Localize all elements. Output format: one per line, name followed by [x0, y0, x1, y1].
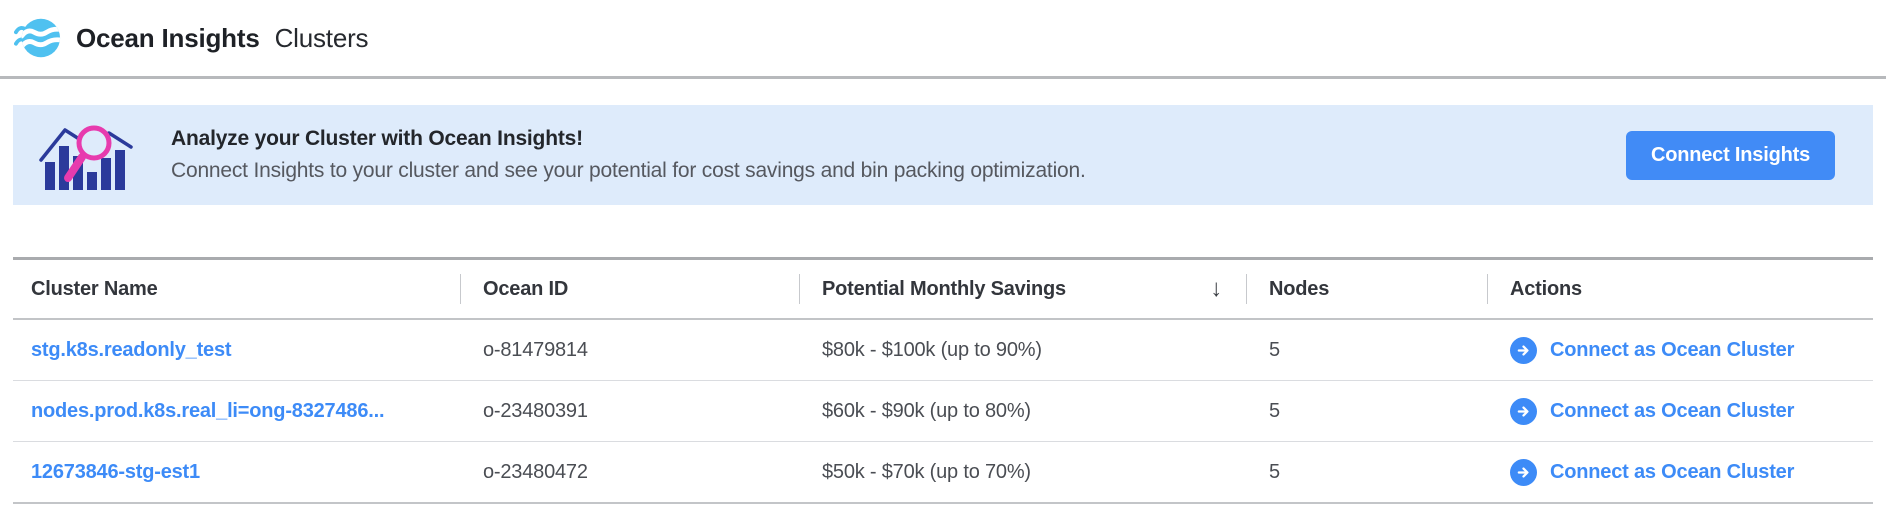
column-header-nodes[interactable]: Nodes [1246, 260, 1487, 320]
table-row: nodes.prod.k8s.real_li=ong-8327486... o-… [13, 380, 1873, 442]
column-header-label: Potential Monthly Savings [822, 277, 1066, 300]
table-row: 12673846-stg-est1 o-23480472 $50k - $70k… [13, 441, 1873, 502]
connect-insights-button[interactable]: Connect Insights [1625, 130, 1835, 180]
cluster-name-link[interactable]: 12673846-stg-est1 [31, 460, 200, 483]
chart-magnifier-icon [39, 125, 133, 190]
cluster-name-link[interactable]: nodes.prod.k8s.real_li=ong-8327486... [31, 399, 385, 422]
nodes-cell: 5 [1246, 441, 1487, 502]
savings-cell: $80k - $100k (up to 90%) [822, 338, 1042, 361]
nodes-cell: 5 [1269, 338, 1280, 361]
connect-as-ocean-cluster-button[interactable]: Connect as Ocean Cluster [1510, 397, 1795, 425]
column-header-actions[interactable]: Actions [1487, 260, 1873, 320]
sort-descending-icon[interactable]: ↓ [1210, 275, 1222, 302]
connect-as-ocean-cluster-button[interactable]: Connect as Ocean Cluster [1510, 336, 1795, 364]
ocean-id-cell: o-81479814 [483, 338, 588, 361]
arrow-right-circle-icon [1510, 397, 1537, 425]
ocean-logo-icon [14, 18, 61, 58]
column-header-potential-monthly-savings[interactable]: Potential Monthly Savings ↓ [799, 260, 1246, 320]
ocean-id-cell: o-23480391 [460, 380, 799, 442]
insights-banner: Analyze your Cluster with Ocean Insights… [13, 105, 1873, 205]
ocean-id-cell: o-23480472 [460, 441, 799, 502]
action-label: Connect as Ocean Cluster [1550, 338, 1795, 361]
action-label: Connect as Ocean Cluster [1550, 460, 1795, 483]
app-header: Ocean Insights Clusters [0, 0, 1886, 79]
arrow-right-circle-icon [1510, 336, 1537, 364]
table-header-row: Cluster Name Ocean ID Potential Monthly … [13, 260, 1873, 320]
column-header-ocean-id[interactable]: Ocean ID [460, 260, 799, 320]
column-header-cluster-name[interactable]: Cluster Name [13, 260, 460, 320]
savings-cell: $60k - $90k (up to 80%) [799, 380, 1246, 442]
connect-as-ocean-cluster-button[interactable]: Connect as Ocean Cluster [1510, 458, 1795, 486]
page-title: Clusters [274, 22, 369, 53]
arrow-right-circle-icon [1510, 458, 1537, 486]
table-row: stg.k8s.readonly_test o-81479814 $80k - … [13, 319, 1873, 381]
nodes-cell: 5 [1246, 380, 1487, 442]
action-label: Connect as Ocean Cluster [1550, 399, 1795, 422]
clusters-table: Cluster Name Ocean ID Potential Monthly … [13, 257, 1873, 504]
banner-text: Analyze your Cluster with Ocean Insights… [171, 127, 1626, 183]
banner-title: Analyze your Cluster with Ocean Insights… [171, 127, 583, 150]
app-title: Ocean Insights [76, 22, 260, 53]
cluster-name-link[interactable]: stg.k8s.readonly_test [31, 338, 232, 361]
savings-cell: $50k - $70k (up to 70%) [799, 441, 1246, 502]
banner-description: Connect Insights to your cluster and see… [171, 159, 1086, 182]
